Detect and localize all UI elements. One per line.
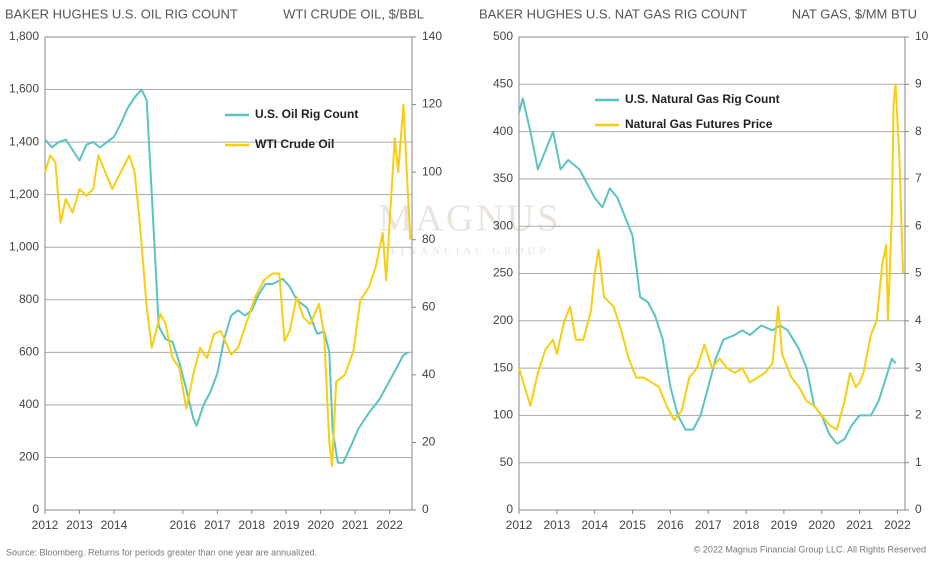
y-tick-label: 1,600 — [9, 82, 39, 96]
y2-tick-label: 20 — [422, 435, 436, 449]
x-tick-label: 2014 — [581, 518, 608, 532]
legend-label: U.S. Oil Rig Count — [255, 107, 358, 121]
y-tick-label: 100 — [493, 408, 513, 422]
plot-frame — [44, 36, 413, 511]
y2-tick-label: 60 — [422, 299, 436, 313]
x-tick-label: 2012 — [506, 518, 533, 532]
x-tick-label: 2016 — [657, 518, 684, 532]
y2-tick-label: 2 — [915, 408, 922, 422]
x-tick-label: 2021 — [846, 518, 873, 532]
y2-tick-label: 3 — [915, 360, 922, 374]
x-tick-label: 2021 — [342, 518, 369, 532]
y2-tick-label: 1 — [915, 455, 922, 469]
x-tick-label: 2018 — [238, 518, 265, 532]
y-tick-label: 0 — [32, 502, 39, 516]
legend-label: Natural Gas Futures Price — [625, 117, 773, 131]
chart-title: BAKER HUGHES U.S. OIL RIG COUNT — [5, 6, 238, 21]
y-tick-label: 350 — [493, 171, 513, 185]
y2-tick-label: 100 — [422, 164, 442, 178]
x-tick-label: 2020 — [307, 518, 334, 532]
y2-tick-label: 4 — [915, 313, 922, 327]
y-tick-label: 200 — [19, 450, 39, 464]
y-tick-label: 150 — [493, 360, 513, 374]
x-tick-label: 2014 — [101, 518, 128, 532]
series-line — [518, 83, 905, 431]
y2-tick-label: 0 — [422, 502, 429, 516]
y2-tick-label: 7 — [915, 171, 922, 185]
x-tick-label: 2022 — [884, 518, 911, 532]
x-tick-label: 2017 — [695, 518, 722, 532]
watermark-tagline: FINANCIAL GROUP — [391, 246, 550, 258]
y2-tick-label: 0 — [915, 502, 922, 516]
x-tick-label: 2018 — [733, 518, 760, 532]
x-tick-label: 2017 — [204, 518, 231, 532]
y-tick-label: 1,000 — [9, 239, 39, 253]
plot-frame — [518, 36, 906, 511]
y-tick-label: 1,400 — [9, 134, 39, 148]
y-tick-label: 450 — [493, 76, 513, 90]
footer-source: Source: Bloomberg. Returns for periods g… — [6, 547, 317, 557]
y-tick-label: 1,200 — [9, 187, 39, 201]
x-tick-label: 2012 — [32, 518, 59, 532]
watermark-name: MAGNUS — [379, 198, 562, 240]
x-tick-label: 2013 — [66, 518, 93, 532]
y-tick-label: 50 — [500, 455, 514, 469]
y2-axis-label: WTI CRUDE OIL, $/BBL — [283, 6, 424, 21]
x-tick-label: 2013 — [543, 518, 570, 532]
y2-tick-label: 6 — [915, 218, 922, 232]
series-line — [44, 88, 410, 464]
series-line — [518, 97, 897, 445]
x-tick-label: 2016 — [169, 518, 196, 532]
series-line — [44, 103, 412, 468]
y-tick-label: 500 — [493, 29, 513, 43]
y-tick-label: 250 — [493, 266, 513, 280]
x-tick-label: 2019 — [273, 518, 300, 532]
y2-tick-label: 120 — [422, 97, 442, 111]
chart-title: BAKER HUGHES U.S. NAT GAS RIG COUNT — [479, 6, 747, 21]
y-tick-label: 1,800 — [9, 29, 39, 43]
legend-label: WTI Crude Oil — [255, 137, 334, 151]
y2-tick-label: 10 — [915, 29, 929, 43]
y-tick-label: 400 — [19, 397, 39, 411]
y-tick-label: 800 — [19, 292, 39, 306]
y2-tick-label: 8 — [915, 124, 922, 138]
y-tick-label: 200 — [493, 313, 513, 327]
y2-tick-label: 9 — [915, 76, 922, 90]
y2-tick-label: 140 — [422, 29, 442, 43]
y-tick-label: 300 — [493, 218, 513, 232]
y2-axis-label: NAT GAS, $/MM BTU — [792, 6, 917, 21]
x-tick-label: 2022 — [376, 518, 403, 532]
x-tick-label: 2015 — [619, 518, 646, 532]
footer-copyright: © 2022 Magnus Financial Group LLC. All R… — [694, 544, 926, 554]
y2-tick-label: 5 — [915, 266, 922, 280]
x-tick-label: 2020 — [808, 518, 835, 532]
y-tick-label: 600 — [19, 345, 39, 359]
legend-label: U.S. Natural Gas Rig Count — [625, 92, 780, 106]
y-tick-label: 0 — [506, 502, 513, 516]
y2-tick-label: 80 — [422, 232, 436, 246]
x-tick-label: 2019 — [771, 518, 798, 532]
y2-tick-label: 40 — [422, 367, 436, 381]
y-tick-label: 400 — [493, 124, 513, 138]
